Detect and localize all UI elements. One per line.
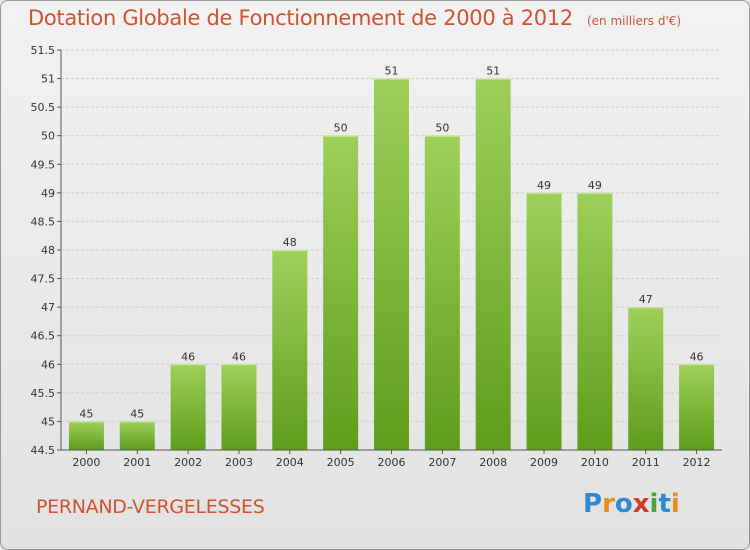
logo-letter: i — [670, 489, 680, 519]
bar-2007 — [424, 135, 460, 450]
y-tick-label: 49.5 — [31, 158, 56, 171]
proxiti-logo: Proxiti — [583, 489, 680, 519]
y-tick-label: 48.5 — [31, 215, 56, 228]
y-tick-label: 47 — [41, 301, 55, 314]
data-label: 47 — [639, 293, 653, 306]
x-tick-label: 2005 — [327, 456, 355, 469]
y-tick-label: 50 — [41, 130, 55, 143]
y-tick-label: 48 — [41, 244, 55, 257]
bar-2006 — [374, 78, 409, 451]
y-tick-label: 46 — [41, 358, 55, 371]
y-tick-label: 51 — [41, 73, 55, 86]
axes: 44.5 45 45.5 46 46.5 47 47.5 48 48.5 49 49.5 50 50.5… — [31, 44, 722, 469]
x-tick-label: 2007 — [428, 456, 456, 469]
data-label: 50 — [334, 122, 348, 135]
data-label: 46 — [690, 350, 704, 363]
y-tick-label: 47.5 — [31, 273, 56, 286]
data-label: 51 — [486, 65, 500, 78]
data-label: 45 — [130, 407, 144, 420]
x-tick-label: 2002 — [174, 456, 202, 469]
chart-title-text: Dotation Globale de Fonctionnement de 20… — [28, 6, 573, 30]
bar-2010 — [577, 192, 613, 450]
logo-letter: o — [614, 489, 633, 519]
bar-2001 — [119, 421, 155, 450]
y-tick-label: 49 — [41, 187, 55, 200]
commune-name: PERNAND-VERGELESSES — [36, 496, 265, 518]
x-tick-label: 2009 — [530, 456, 558, 469]
logo-letter: i — [649, 489, 659, 519]
y-tick-label: 50.5 — [31, 101, 56, 114]
logo-letter: t — [658, 489, 671, 519]
x-tick-label: 2001 — [123, 456, 151, 469]
bars: 45 45 46 46 48 50 51 50 51 49 49 47 46 — [68, 65, 715, 451]
y-tick-label: 46.5 — [31, 330, 56, 343]
y-tick-label: 44.5 — [31, 444, 56, 457]
x-tick-label: 2006 — [378, 456, 406, 469]
x-tick-label: 2004 — [276, 456, 304, 469]
logo-letter: x — [632, 489, 650, 519]
bar-2004 — [272, 250, 308, 450]
x-tick-label: 2003 — [225, 456, 253, 469]
x-tick-label: 2010 — [581, 456, 609, 469]
data-label: 51 — [385, 65, 399, 78]
data-label: 49 — [537, 179, 551, 192]
x-tick-label: 2000 — [72, 456, 100, 469]
data-label: 49 — [588, 179, 602, 192]
bar-2003 — [221, 364, 257, 450]
y-tick-label: 45.5 — [31, 387, 56, 400]
bar-2002 — [170, 364, 206, 450]
x-tick-label: 2008 — [479, 456, 507, 469]
bar-2008 — [475, 78, 511, 451]
chart-unit: (en milliers d'€) — [586, 14, 682, 28]
y-tick-label: 45 — [41, 415, 55, 428]
data-label: 46 — [181, 350, 195, 363]
bar-2000 — [68, 421, 104, 450]
x-tick-label: 2012 — [683, 456, 711, 469]
data-label: 50 — [435, 122, 449, 135]
logo-letter: P — [583, 489, 603, 519]
bar-2009 — [526, 192, 562, 450]
bar-2012 — [679, 364, 715, 450]
bar-2005 — [323, 135, 359, 450]
y-tick-label: 51.5 — [31, 44, 56, 57]
data-label: 48 — [283, 236, 297, 249]
logo-letter: r — [602, 489, 615, 519]
x-tick-label: 2011 — [632, 456, 660, 469]
data-label: 45 — [79, 407, 93, 420]
bar-2011 — [628, 307, 664, 450]
chart-title: Dotation Globale de Fonctionnement de 20… — [28, 6, 681, 30]
data-label: 46 — [232, 350, 246, 363]
